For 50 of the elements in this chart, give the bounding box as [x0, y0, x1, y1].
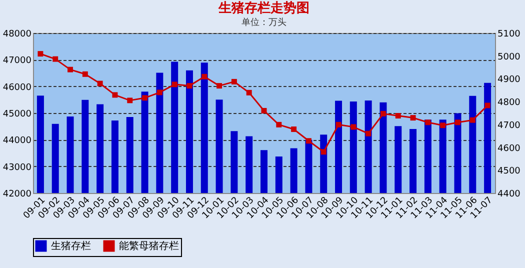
point	[350, 124, 356, 130]
y2-tick-label: 5000	[498, 52, 521, 62]
point	[246, 90, 252, 96]
point	[156, 90, 162, 96]
point	[276, 122, 282, 128]
y2-tick-label: 4800	[498, 98, 521, 108]
point	[440, 122, 446, 128]
point	[455, 120, 460, 126]
point	[336, 122, 342, 128]
point	[484, 102, 490, 108]
legend-label: 生猪存栏	[51, 240, 91, 252]
point	[38, 51, 44, 57]
point	[202, 74, 208, 80]
legend-label: 能繁母猪存栏	[119, 240, 179, 252]
y2-tick-label: 4600	[498, 144, 521, 154]
point	[127, 98, 133, 104]
point	[425, 120, 431, 126]
point	[52, 56, 58, 62]
point	[112, 92, 118, 98]
point	[231, 78, 237, 84]
y-tick-label: 47000	[2, 56, 32, 66]
point	[261, 108, 267, 114]
y2-tick-label: 4700	[498, 120, 521, 131]
point	[172, 82, 178, 88]
y-tick-label: 43000	[2, 162, 32, 173]
y2-tick-label: 4400	[498, 190, 521, 200]
point	[306, 138, 312, 144]
point	[97, 80, 103, 86]
point	[142, 95, 148, 101]
y-tick-label: 46000	[2, 82, 32, 93]
point	[216, 83, 222, 89]
y-tick-label: 44000	[2, 136, 32, 146]
y-tick-label: 42000	[2, 190, 32, 200]
point	[470, 117, 476, 123]
point	[366, 130, 372, 136]
y2-tick-label: 5100	[498, 30, 521, 40]
point	[186, 83, 192, 89]
chart-subtitle: 单位：万头	[242, 17, 286, 28]
y2-tick-label: 4500	[498, 166, 521, 177]
point	[291, 126, 297, 132]
y2-tick-label: 4900	[498, 75, 521, 86]
point	[410, 115, 416, 121]
point	[68, 66, 73, 72]
point	[395, 113, 401, 118]
point	[380, 110, 386, 116]
y-tick-label: 45000	[2, 110, 32, 120]
chart-title: 生猪存栏走势图	[218, 0, 310, 16]
y-tick-label: 48000	[2, 30, 32, 40]
point	[320, 149, 326, 155]
point	[82, 71, 88, 77]
